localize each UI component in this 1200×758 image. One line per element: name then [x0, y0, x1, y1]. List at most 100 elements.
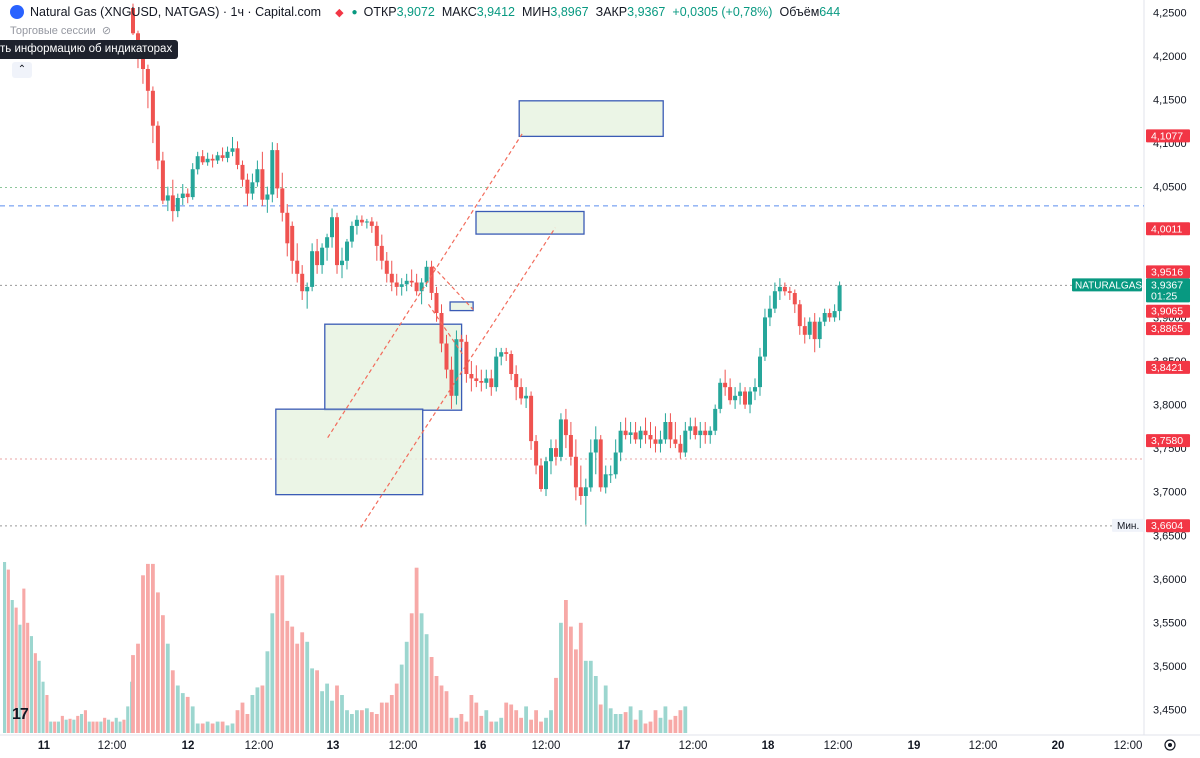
volume-bar	[22, 588, 26, 733]
flag-icon[interactable]: ◆	[335, 6, 344, 19]
volume-bar	[215, 721, 220, 733]
volume-bar	[499, 717, 504, 733]
settings-gear-icon[interactable]	[1164, 739, 1176, 751]
candle-body	[285, 212, 290, 244]
collapse-indicators-button[interactable]: ⌃	[12, 62, 32, 78]
volume-bar	[235, 710, 240, 733]
time-axis[interactable]: 11 12:00 12 12:00 13 12:00 16 12:00 17 12:00 18 12:…	[38, 739, 1176, 752]
candle-body	[394, 282, 399, 287]
symbol-label-text: NATURALGAS	[1075, 280, 1142, 291]
candle-body	[563, 419, 568, 436]
price-label-box	[1146, 222, 1190, 236]
candle-body	[792, 293, 797, 305]
volume-bar	[131, 655, 135, 733]
candle-body	[558, 419, 563, 457]
time-tick-label: 16	[474, 740, 487, 752]
candle-body	[230, 148, 235, 152]
time-tick-label: 20	[1052, 740, 1065, 752]
candle-body	[469, 374, 474, 379]
trend-line[interactable]	[360, 227, 556, 528]
price-tick-label: 3,5500	[1153, 617, 1187, 629]
candle-body	[320, 247, 325, 266]
candle-body	[524, 395, 529, 399]
volume-bar	[524, 706, 528, 733]
trend-line[interactable]	[427, 303, 464, 356]
candle-body	[414, 282, 419, 292]
volume-bar	[459, 714, 464, 733]
zone-rectangle[interactable]	[449, 301, 474, 312]
time-tick-label: 12:00	[679, 740, 708, 752]
indicator-tooltip: ть информацию об индикаторах	[0, 40, 179, 59]
symbol-logo-icon	[10, 5, 24, 19]
volume-bar	[588, 660, 593, 733]
candle-body	[180, 193, 185, 198]
min-label-text: Мин.	[1117, 521, 1139, 532]
candle-body	[424, 266, 429, 283]
candle-body	[494, 356, 499, 388]
volume-bar	[414, 567, 419, 733]
candle-body	[668, 422, 673, 440]
volume-bar	[14, 607, 18, 733]
rectangle-zones[interactable]	[275, 100, 664, 496]
trend-channel-lines[interactable]	[327, 133, 556, 528]
candle-body	[837, 285, 842, 312]
volume-bar	[379, 702, 384, 733]
candle-body	[698, 430, 703, 436]
volume-bar	[598, 704, 603, 733]
volume-bar	[230, 723, 235, 733]
close-value: 3,9367	[627, 5, 666, 19]
price-label-box	[1146, 265, 1190, 279]
candle-body	[131, 8, 135, 34]
volume-bar	[290, 626, 295, 733]
volume-bar	[141, 575, 145, 733]
candle-body	[787, 291, 792, 293]
candle-body	[613, 452, 618, 475]
zone-rectangle[interactable]	[275, 408, 424, 496]
time-tick-label: 12:00	[98, 740, 127, 752]
candle-body	[763, 317, 767, 357]
volume-bar	[118, 721, 122, 733]
candle-body	[578, 487, 583, 496]
volume-bar	[280, 575, 285, 733]
price-tick-label: 3,6500	[1153, 530, 1187, 542]
eye-crossed-icon[interactable]: ⊘	[101, 25, 112, 37]
price-tick-label: 3,6000	[1153, 574, 1187, 586]
volume-bar	[638, 710, 643, 733]
candle-body	[827, 313, 832, 318]
zone-rectangle[interactable]	[324, 323, 463, 411]
candle-body	[225, 151, 230, 158]
volume-bar	[255, 687, 260, 733]
symbol-title[interactable]: Natural Gas (XNGUSD, NATGAS) · 1ч · Capi…	[30, 5, 322, 19]
volume-bar	[369, 712, 374, 733]
candle-body	[767, 308, 772, 318]
candle-body	[728, 387, 733, 401]
volume-bar	[305, 641, 310, 733]
candle-body	[777, 286, 782, 292]
zone-rectangle[interactable]	[518, 100, 664, 138]
candle-body	[583, 487, 588, 496]
candle-body	[693, 426, 698, 435]
low-value: 3,8967	[550, 5, 589, 19]
zone-rectangle[interactable]	[475, 210, 585, 235]
volume-bar	[384, 702, 389, 733]
candle-body	[723, 382, 728, 388]
trend-line[interactable]	[432, 265, 474, 310]
volume-bar	[10, 600, 14, 733]
candle-body	[708, 430, 713, 436]
candle-body	[509, 354, 514, 374]
candle-body	[155, 125, 160, 161]
volume-bar	[360, 710, 364, 733]
candle-body	[544, 461, 548, 490]
price-label-text: 4,1077	[1151, 130, 1183, 142]
time-tick-label: 12:00	[389, 740, 418, 752]
volume-bar	[345, 710, 349, 733]
candle-body	[315, 251, 320, 266]
volume-bar	[623, 712, 628, 733]
candle-body	[748, 391, 752, 405]
candle-body	[364, 221, 369, 223]
candle-body	[349, 225, 354, 242]
volume-bar	[175, 685, 180, 733]
trading-sessions-label: Торговые сессии	[10, 24, 96, 37]
